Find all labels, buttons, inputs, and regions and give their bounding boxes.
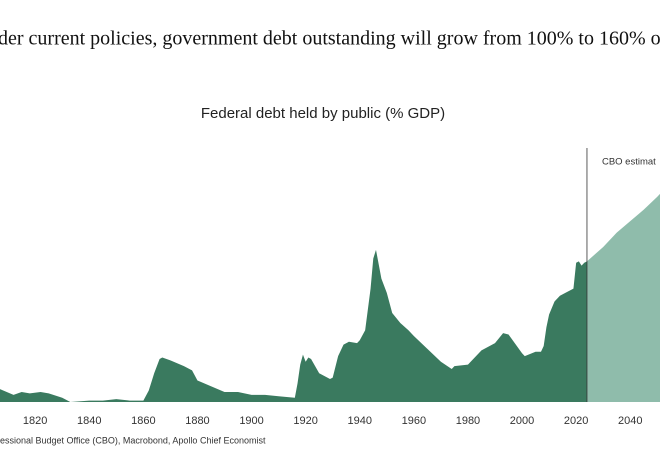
x-tick-label: 1980 bbox=[456, 415, 480, 427]
x-tick-label: 1900 bbox=[239, 415, 263, 427]
x-tick-label: 1920 bbox=[293, 415, 317, 427]
annotation-label: CBO estimat bbox=[602, 157, 656, 168]
x-tick-label: 1860 bbox=[131, 415, 155, 427]
x-tick-label: 2020 bbox=[564, 415, 588, 427]
x-tick-label: 2040 bbox=[618, 415, 642, 427]
x-tick-label: 1960 bbox=[402, 415, 426, 427]
x-tick-label: 1840 bbox=[77, 415, 101, 427]
x-tick-label: 1820 bbox=[23, 415, 47, 427]
chart-title: der current policies, government debt ou… bbox=[0, 28, 660, 50]
x-tick-label: 2000 bbox=[510, 415, 534, 427]
chart-subtitle: Federal debt held by public (% GDP) bbox=[201, 105, 445, 122]
area bbox=[0, 249, 587, 402]
source-note: essional Budget Office (CBO), Macrobond,… bbox=[0, 435, 266, 445]
x-tick-label: 1880 bbox=[185, 415, 209, 427]
x-tick-label: 1940 bbox=[348, 415, 372, 427]
area bbox=[586, 193, 660, 402]
